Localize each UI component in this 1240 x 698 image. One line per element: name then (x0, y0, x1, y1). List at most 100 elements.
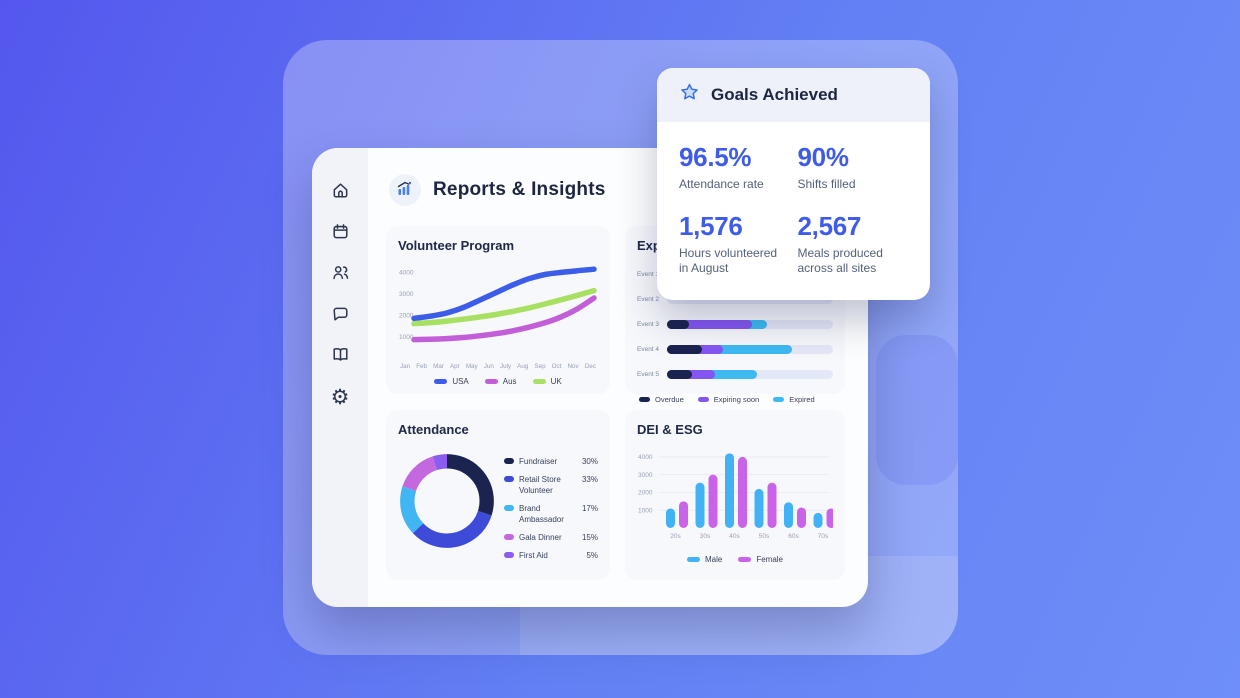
legend-swatch (532, 378, 546, 385)
chat-icon (331, 304, 350, 326)
row-label: Event 4 (637, 346, 660, 353)
sidebar-item-home[interactable] (326, 178, 354, 206)
legend-percent: 33% (581, 475, 598, 485)
dei-esg-card: DEI & ESG 1000 2000 3000 4000 20s 30s 40s 50s 60… (625, 410, 845, 580)
bar-segment (667, 320, 752, 329)
bar-track (667, 345, 833, 354)
x-tick-label: May (465, 363, 478, 370)
x-tick-label: 30s (700, 533, 711, 540)
background-accent-blob (876, 335, 958, 485)
row-label: Event 5 (637, 371, 660, 378)
expiring-chart-title: Exp (637, 238, 661, 253)
bar-Male (813, 512, 823, 528)
row-label: Event 3 (637, 321, 660, 328)
legend-item: Aus (484, 377, 517, 386)
legend-label: Male (704, 555, 723, 564)
sidebar: ⚙ (312, 148, 368, 607)
legend-item: Fundraiser 30% (503, 457, 598, 467)
volunteer-line-chart: 1000 2000 3000 4000 (399, 266, 597, 343)
legend-swatch (484, 378, 498, 385)
legend-label: Female (756, 555, 784, 564)
volunteer-x-axis: Jan Feb Mar Apr May Jun July Aug Sep Oct Nov Dec (398, 363, 598, 370)
sidebar-item-resources[interactable] (326, 342, 354, 370)
legend-label: Brand Ambassador (518, 504, 564, 524)
legend-label: Expiring soon (713, 395, 760, 404)
bar-Male (725, 453, 734, 528)
series-UK (411, 287, 597, 327)
x-tick-label: July (499, 363, 512, 370)
stat-value: 2,567 (797, 210, 862, 241)
sidebar-item-calendar[interactable] (326, 219, 354, 247)
legend-swatch (639, 397, 650, 402)
x-tick-label: Dec (584, 363, 596, 370)
legend-swatch (738, 556, 752, 563)
y-tick: 1000 (638, 508, 653, 515)
attendance-card: Attendance Fundraiser 30% Retail Store Vol… (386, 410, 610, 580)
home-icon (331, 181, 350, 203)
bar-track (667, 320, 833, 329)
legend-swatch (503, 505, 514, 512)
sidebar-item-users[interactable] (326, 260, 354, 288)
dei-chart-title: DEI & ESG (637, 422, 703, 437)
bar-Female (679, 501, 688, 528)
legend-percent: 17% (581, 504, 598, 514)
users-icon (331, 263, 350, 285)
y-tick: 4000 (399, 270, 414, 277)
attendance-legend: Fundraiser 30% Retail Store Volunteer 33% Br… (503, 457, 598, 562)
legend-label: Expired (789, 395, 815, 404)
legend-item: Expiring soon (697, 395, 760, 404)
bar-Male (784, 502, 793, 528)
legend-label: Overdue (655, 395, 684, 404)
bar-segment (667, 370, 692, 379)
stat-label: Hours volunteered in August (679, 245, 778, 276)
goals-achieved-card: Goals Achieved 96.5% Attendance rate 90%… (657, 68, 930, 300)
bar-segment (667, 320, 689, 329)
bar-chart-icon (396, 179, 414, 202)
legend-label: Retail Store Volunteer (518, 475, 561, 495)
legend-swatch (686, 556, 700, 563)
bar-Female (797, 507, 806, 528)
legend-percent: 15% (581, 532, 598, 542)
x-tick-label: Jan (400, 363, 411, 370)
legend-item: Overdue (639, 395, 684, 404)
attendance-chart-title: Attendance (398, 422, 469, 437)
stat-value: 96.5% (679, 142, 752, 172)
stat-shifts-filled: 90% Shifts filled (798, 142, 909, 193)
calendar-icon (331, 222, 350, 244)
stat-value: 90% (797, 142, 849, 172)
sidebar-item-messages[interactable] (326, 301, 354, 329)
y-tick: 3000 (638, 472, 653, 479)
legend-item: Female (738, 555, 783, 564)
bar-Male (754, 488, 764, 528)
x-tick-label: 20s (670, 533, 681, 540)
legend-label: UK (550, 377, 562, 386)
x-tick-label: Jun (483, 363, 494, 370)
stat-label: Shifts filled (797, 177, 856, 191)
stat-value: 1,576 (679, 210, 743, 241)
bar-Female (738, 456, 747, 528)
bar-Female (826, 508, 836, 528)
bar-track (667, 370, 833, 379)
legend-item: Retail Store Volunteer 33% (503, 475, 598, 496)
bar-Female (708, 474, 718, 528)
bar-Male (695, 482, 705, 528)
y-tick: 2000 (638, 490, 653, 497)
legend-percent: 30% (581, 457, 598, 466)
legend-item: Expired (773, 395, 815, 404)
volunteer-chart-title: Volunteer Program (398, 238, 515, 253)
sidebar-item-settings[interactable]: ⚙ (326, 383, 354, 411)
expiring-row: Event 3 (637, 312, 833, 337)
x-tick-label: Aug (517, 363, 529, 370)
row-label: Event 1 (637, 271, 660, 278)
stat-meals-produced: 2,567 Meals produced across all sites (798, 211, 909, 277)
page-header: Reports & Insights (389, 174, 606, 206)
legend-label: Aus (502, 377, 517, 386)
x-tick-label: Feb (416, 363, 428, 370)
legend-label: USA (452, 377, 469, 386)
x-tick-label: Sep (534, 363, 546, 370)
stat-label: Meals produced across all sites (797, 245, 883, 276)
bar-segment (667, 345, 792, 354)
legend-label: First Aid (518, 551, 548, 561)
goals-title: Goals Achieved (711, 85, 838, 104)
legend-swatch (434, 378, 448, 385)
